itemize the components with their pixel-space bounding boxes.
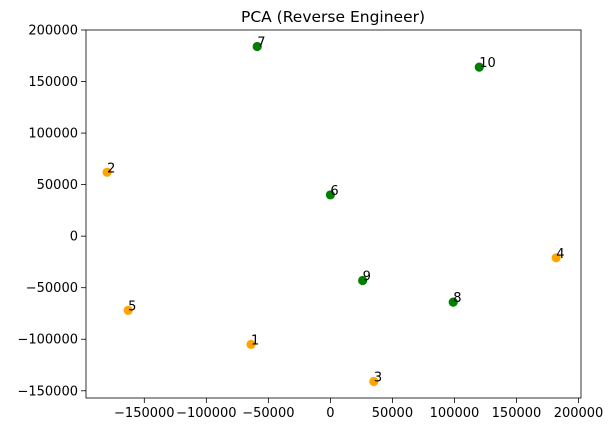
x-tick-label: 50000 [372,406,413,421]
point-label: 2 [107,161,115,176]
data-point [252,41,262,52]
x-tick-label: −150000 [114,406,175,421]
point-label: 3 [374,371,382,386]
data-points [102,41,561,387]
y-tick-label: −150000 [17,384,78,399]
data-point [246,339,256,349]
point-label: 8 [453,291,461,306]
y-tick-label: −50000 [26,281,78,296]
data-point [448,297,458,307]
chart-title: PCA (Reverse Engineer) [241,8,425,26]
plot-frame [85,29,582,399]
data-point [551,253,561,263]
y-tick-label: −100000 [17,333,78,348]
x-tick-label: −50000 [242,406,294,421]
point-label: 4 [556,247,564,262]
x-axis: −150000 −100000 −50000 0 50000 100000 150000 20… [114,398,603,421]
data-point [369,376,379,387]
y-tick-label: 50000 [37,178,78,193]
x-tick-label: 150000 [492,406,542,421]
data-point [358,275,368,286]
point-label: 6 [330,184,338,199]
x-tick-label: 100000 [430,406,480,421]
y-tick-label: 0 [70,230,78,245]
y-tick-label: 200000 [28,24,78,39]
point-label: 9 [363,269,371,284]
x-tick-label: 200000 [554,406,604,421]
point-label: 5 [128,299,136,314]
y-axis: −150000 −100000 −50000 0 50000 100000 150000 20… [17,24,86,399]
point-label: 10 [479,56,496,71]
data-point [123,305,133,315]
x-tick-label: 0 [326,406,334,421]
point-label: 7 [257,35,265,50]
y-tick-label: 150000 [28,75,78,90]
x-tick-label: −100000 [176,406,237,421]
plot-area [85,29,582,399]
data-point [325,190,335,200]
data-point [474,62,484,72]
point-label: 1 [251,333,259,348]
point-labels: 1 2 3 4 5 6 7 8 9 10 [107,35,564,385]
y-tick-label: 100000 [28,127,78,142]
data-point [102,167,112,177]
